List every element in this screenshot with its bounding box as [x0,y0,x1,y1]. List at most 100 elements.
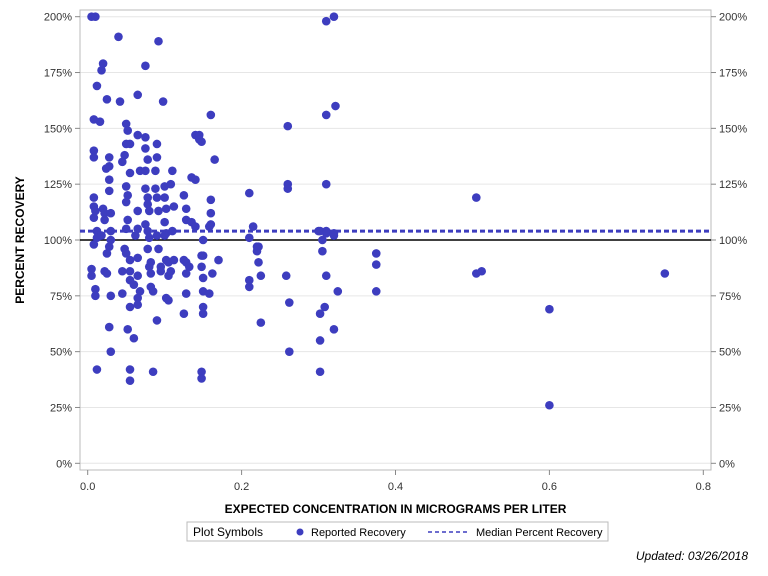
data-point [160,217,169,227]
data-point [104,242,114,251]
data-point [152,193,162,202]
data-point [154,36,163,46]
data-point [143,193,153,202]
data-point [121,119,131,129]
data-point [104,175,114,185]
data-point [104,162,114,171]
data-points [87,12,670,410]
data-point [371,287,381,296]
data-point [283,184,293,193]
data-point [198,273,208,283]
data-point [545,304,554,314]
data-point [133,130,143,140]
data-point [154,206,163,216]
x-tick-label: 0.2 [234,481,249,493]
data-point [161,204,171,214]
data-point [125,376,135,385]
data-point [545,400,554,410]
data-point [204,289,214,298]
data-point [331,101,340,111]
data-point [104,322,114,332]
data-point [191,222,200,231]
data-point [141,184,150,193]
data-point [160,193,169,202]
data-point [321,271,331,281]
data-point [91,12,100,21]
data-point [135,287,145,296]
x-axis-title: EXPECTED CONCENTRATION IN MICROGRAMS PER… [225,502,567,516]
data-point [254,258,263,267]
data-point [321,16,331,26]
data-point [318,246,327,256]
data-point [168,226,177,236]
data-point [106,347,116,356]
data-point [102,249,112,258]
y-tick-label-right: 75% [719,291,741,303]
data-point [129,333,139,343]
data-point [168,166,177,176]
x-tick-label: 0.8 [696,481,711,493]
data-point [164,295,173,305]
data-point [123,191,133,200]
data-point [141,166,150,176]
y-axis-title: PERCENT RECOVERY [13,176,27,304]
data-point [154,244,163,254]
legend-entry-median: Median Percent Recovery [476,527,603,539]
y-tick-label-left: 200% [44,12,72,24]
data-point [197,374,206,383]
data-point [104,153,114,162]
data-point [329,325,339,334]
data-point [152,316,162,325]
data-point [129,280,139,289]
data-point [143,244,153,254]
data-point [214,255,223,265]
data-point [156,266,166,276]
data-point [123,126,133,135]
data-point [87,271,96,281]
legend-title: Plot Symbols [193,525,263,539]
data-point [210,155,219,164]
data-point [329,12,339,21]
data-point [125,266,135,276]
data-point [125,365,135,374]
data-point [133,253,143,263]
x-tick-label: 0.4 [388,481,403,493]
data-point [133,206,143,216]
data-point [179,309,189,318]
data-point [106,226,116,236]
data-point [315,336,325,345]
data-point [197,262,206,272]
data-point [285,298,294,307]
data-point [660,269,670,278]
data-point [283,121,293,131]
data-point [191,175,200,185]
data-point [321,110,331,120]
data-point [91,206,100,216]
y-tick-label-right: 150% [719,123,747,135]
data-point [158,97,168,106]
data-point [160,231,169,240]
data-point [104,186,114,196]
data-point [204,222,214,231]
data-point [102,269,112,278]
x-tick-label: 0.0 [80,481,95,493]
data-point [151,166,160,176]
y-tick-label-left: 175% [44,68,72,80]
data-point [133,224,143,234]
data-point [315,309,325,318]
y-tick-label-left: 75% [50,291,72,303]
data-point [121,224,131,234]
y-tick-label-right: 0% [719,458,735,470]
data-point [248,222,258,231]
data-point [141,144,150,153]
data-point [144,206,154,216]
data-point [100,215,109,225]
data-point [133,271,143,281]
data-point [115,97,125,106]
data-point [144,262,154,272]
data-point [169,202,179,211]
data-point [118,289,127,298]
data-point [244,275,254,285]
data-point [281,271,291,281]
data-point [256,271,266,281]
